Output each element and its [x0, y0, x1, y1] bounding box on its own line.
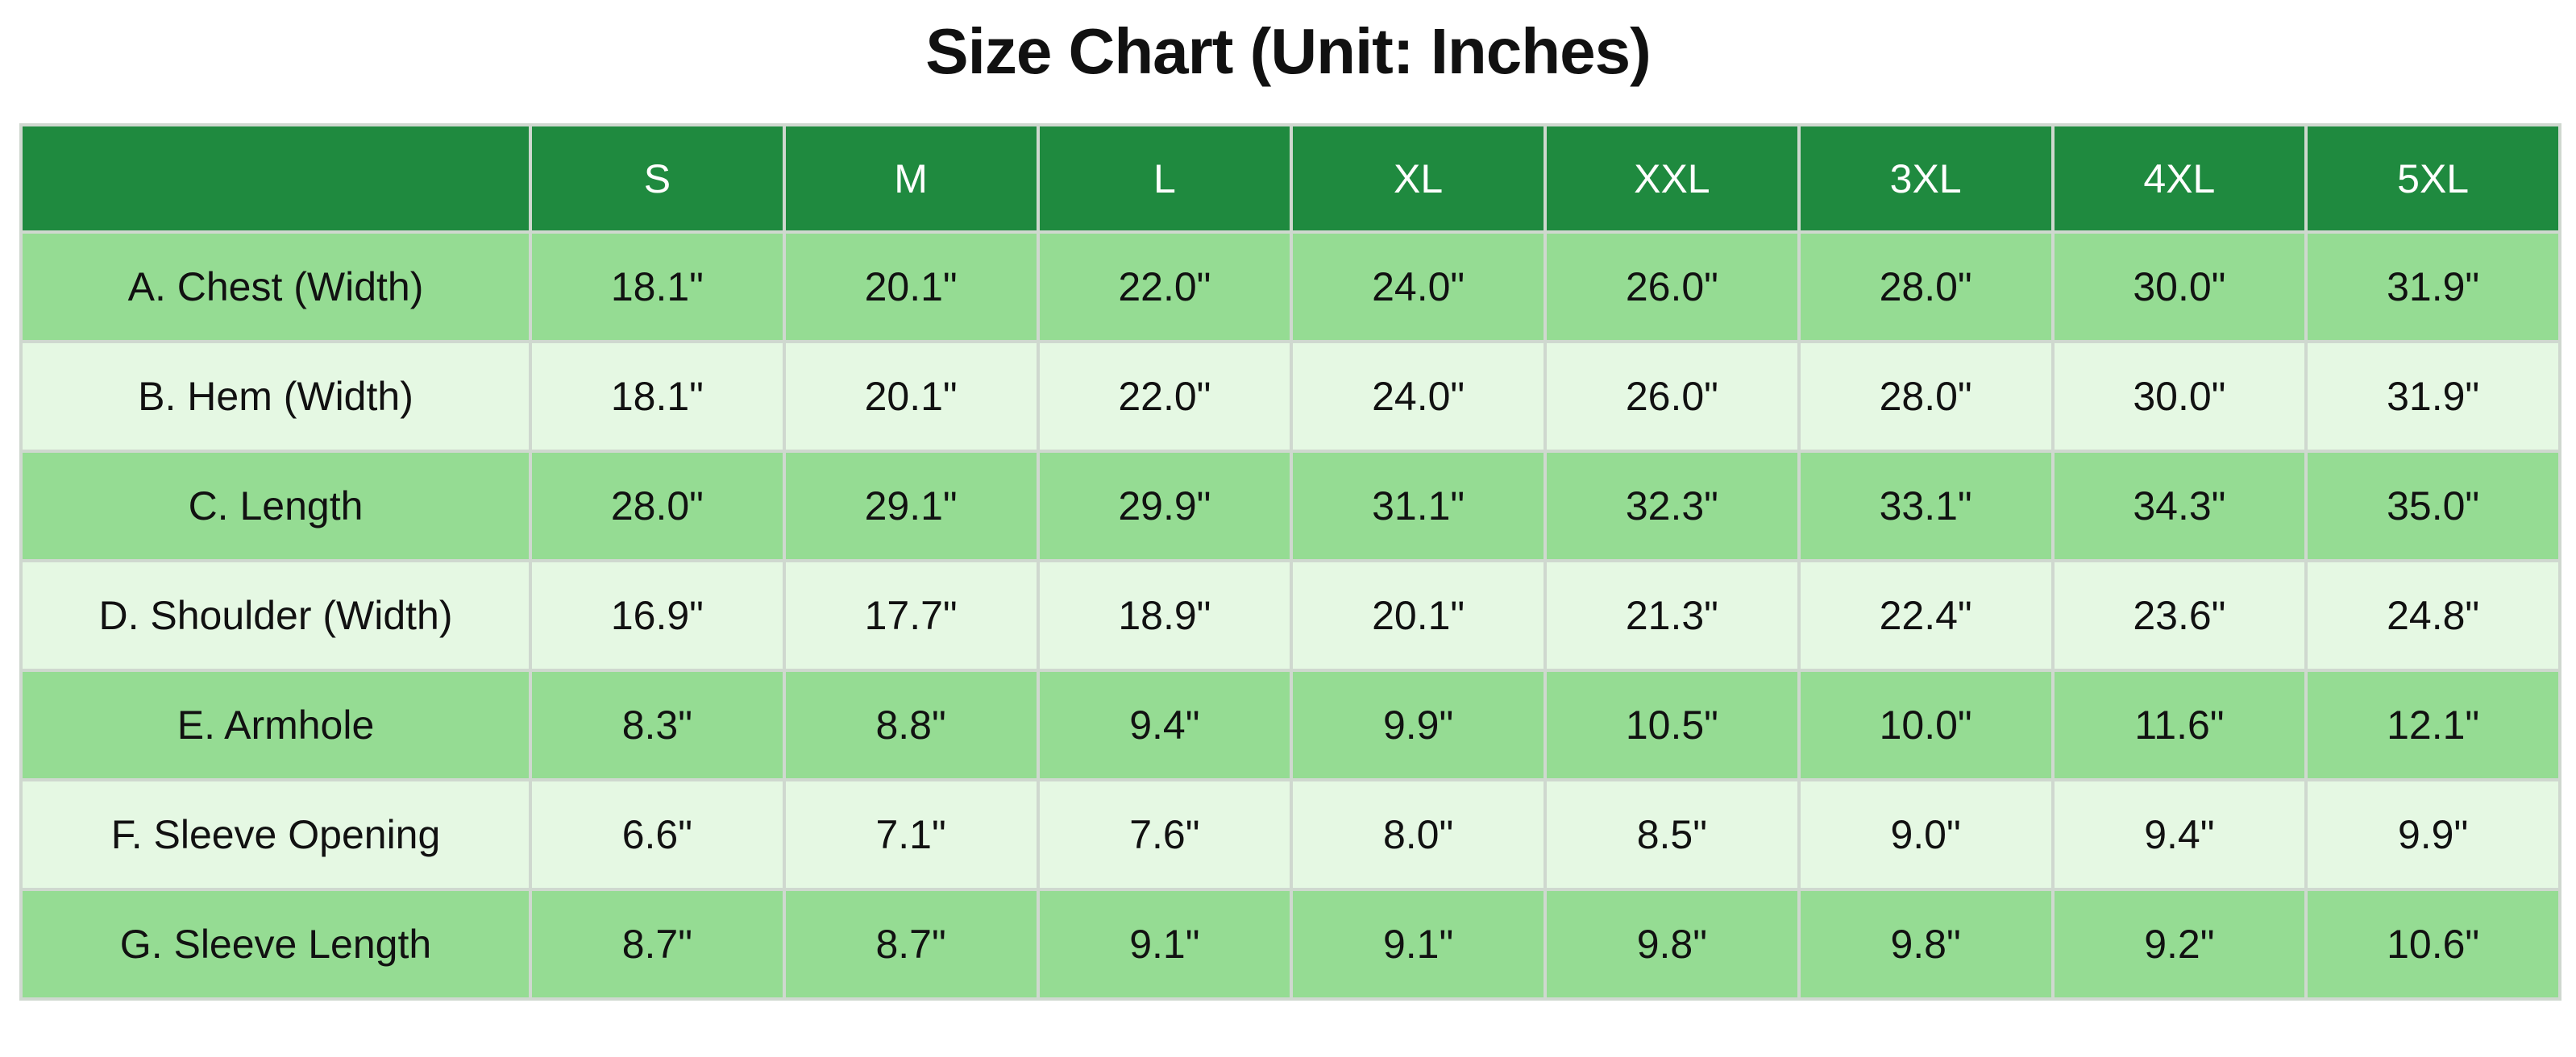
cell-value: 24.0" [1290, 340, 1547, 453]
cell-value: 21.3" [1544, 559, 1801, 672]
cell-value: 18.1" [529, 230, 786, 343]
cell-value: 10.0" [1797, 669, 2055, 781]
row-label: A. Chest (Width) [19, 230, 532, 343]
cell-value: 7.1" [782, 778, 1040, 891]
cell-value: 9.9" [2304, 778, 2561, 891]
cell-value: 8.7" [529, 888, 786, 1001]
column-header: XL [1290, 123, 1547, 234]
cell-value: 8.8" [782, 669, 1040, 781]
column-header: 5XL [2304, 123, 2561, 234]
cell-value: 22.4" [1797, 559, 2055, 672]
cell-value: 10.6" [2304, 888, 2561, 1001]
row-label: F. Sleeve Opening [19, 778, 532, 891]
cell-value: 30.0" [2050, 230, 2308, 343]
cell-value: 9.8" [1797, 888, 2055, 1001]
cell-value: 9.4" [1036, 669, 1294, 781]
table-row: B. Hem (Width) 18.1" 20.1" 22.0" 24.0" 26.0" 2… [19, 340, 2561, 453]
cell-value: 30.0" [2050, 340, 2308, 453]
row-label: C. Length [19, 450, 532, 562]
cell-value: 24.0" [1290, 230, 1547, 343]
table-row: C. Length 28.0" 29.1" 29.9" 31.1" 32.3" 33.1" 3… [19, 450, 2561, 562]
table-row: F. Sleeve Opening 6.6" 7.1" 7.6" 8.0" 8.5" 9.0… [19, 778, 2561, 891]
corner-cell [19, 123, 532, 234]
column-header: 3XL [1797, 123, 2055, 234]
cell-value: 35.0" [2304, 450, 2561, 562]
header-row: S M L XL XXL 3XL 4XL 5XL [19, 123, 2561, 234]
size-table: S M L XL XXL 3XL 4XL 5XL A. Chest (Width) 18.1" 2… [19, 123, 2561, 1001]
cell-value: 9.2" [2050, 888, 2308, 1001]
cell-value: 26.0" [1544, 340, 1801, 453]
row-label: D. Shoulder (Width) [19, 559, 532, 672]
cell-value: 28.0" [1797, 230, 2055, 343]
cell-value: 18.1" [529, 340, 786, 453]
cell-value: 23.6" [2050, 559, 2308, 672]
cell-value: 18.9" [1036, 559, 1294, 672]
cell-value: 26.0" [1544, 230, 1801, 343]
cell-value: 33.1" [1797, 450, 2055, 562]
row-label: B. Hem (Width) [19, 340, 532, 453]
row-label: G. Sleeve Length [19, 888, 532, 1001]
cell-value: 22.0" [1036, 340, 1294, 453]
column-header: S [529, 123, 786, 234]
cell-value: 9.1" [1290, 888, 1547, 1001]
cell-value: 20.1" [782, 340, 1040, 453]
cell-value: 8.3" [529, 669, 786, 781]
cell-value: 8.0" [1290, 778, 1547, 891]
cell-value: 31.9" [2304, 340, 2561, 453]
cell-value: 9.9" [1290, 669, 1547, 781]
cell-value: 17.7" [782, 559, 1040, 672]
cell-value: 29.1" [782, 450, 1040, 562]
cell-value: 28.0" [1797, 340, 2055, 453]
cell-value: 20.1" [1290, 559, 1547, 672]
cell-value: 31.1" [1290, 450, 1547, 562]
table-row: G. Sleeve Length 8.7" 8.7" 9.1" 9.1" 9.8" 9.8"… [19, 888, 2561, 1001]
cell-value: 32.3" [1544, 450, 1801, 562]
cell-value: 6.6" [529, 778, 786, 891]
cell-value: 9.1" [1036, 888, 1294, 1001]
cell-value: 20.1" [782, 230, 1040, 343]
column-header: 4XL [2050, 123, 2308, 234]
cell-value: 34.3" [2050, 450, 2308, 562]
cell-value: 24.8" [2304, 559, 2561, 672]
title: Size Chart (Unit: Inches) [925, 15, 1652, 87]
cell-value: 22.0" [1036, 230, 1294, 343]
table-row: D. Shoulder (Width) 16.9" 17.7" 18.9" 20.1" 2… [19, 559, 2561, 672]
cell-value: 8.7" [782, 888, 1040, 1001]
cell-value: 7.6" [1036, 778, 1294, 891]
cell-value: 31.9" [2304, 230, 2561, 343]
table-row: E. Armhole 8.3" 8.8" 9.4" 9.9" 10.5" 10.0" 11.6… [19, 669, 2561, 781]
cell-value: 11.6" [2050, 669, 2308, 781]
cell-value: 9.8" [1544, 888, 1801, 1001]
cell-value: 9.0" [1797, 778, 2055, 891]
cell-value: 16.9" [529, 559, 786, 672]
column-header: M [782, 123, 1040, 234]
row-label: E. Armhole [19, 669, 532, 781]
cell-value: 9.4" [2050, 778, 2308, 891]
cell-value: 12.1" [2304, 669, 2561, 781]
table-row: A. Chest (Width) 18.1" 20.1" 22.0" 24.0" 26.0… [19, 230, 2561, 343]
cell-value: 8.5" [1544, 778, 1801, 891]
column-header: L [1036, 123, 1294, 234]
cell-value: 28.0" [529, 450, 786, 562]
cell-value: 10.5" [1544, 669, 1801, 781]
cell-value: 29.9" [1036, 450, 1294, 562]
column-header: XXL [1544, 123, 1801, 234]
